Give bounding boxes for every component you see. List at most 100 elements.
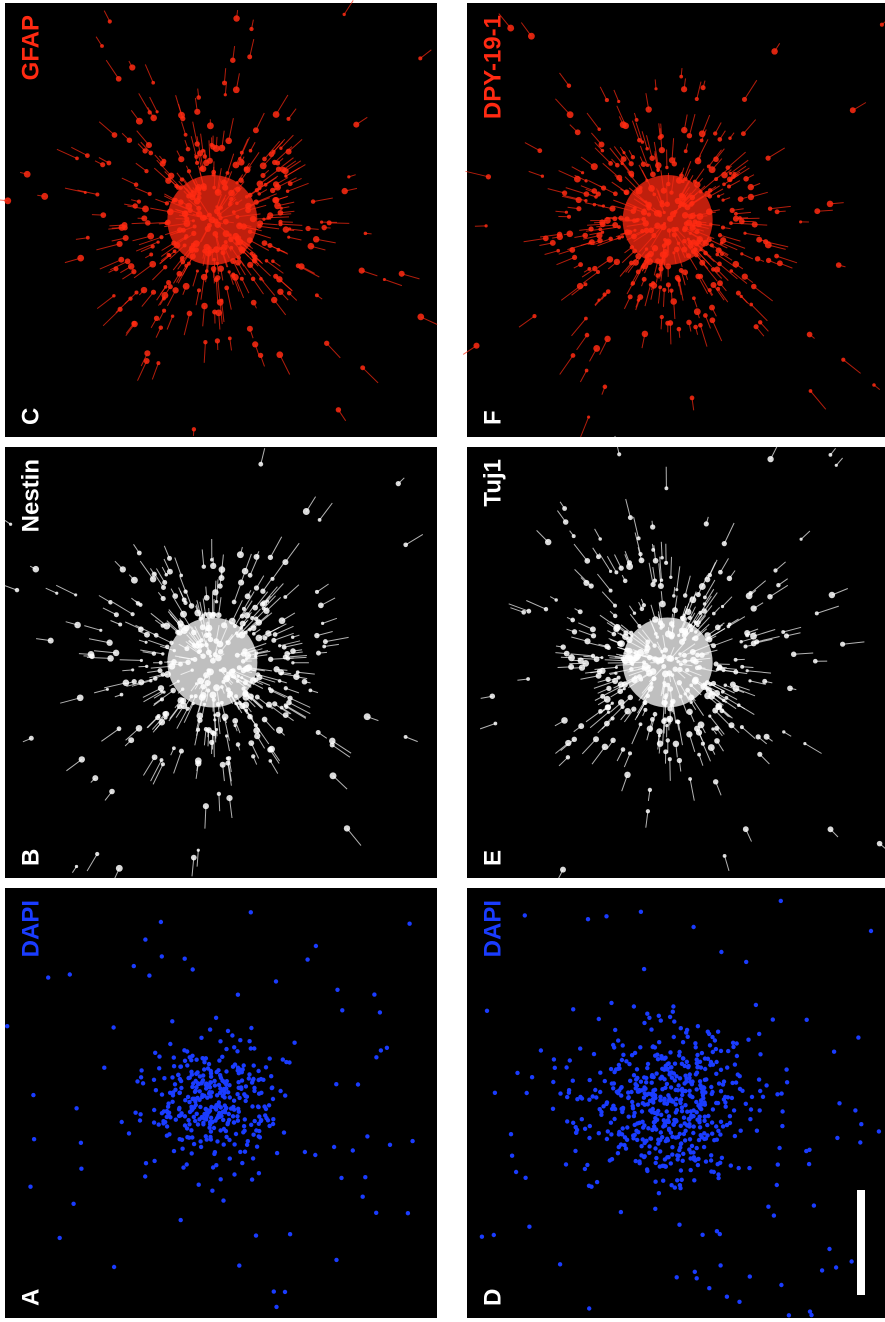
cell-body <box>241 659 246 664</box>
cell-body <box>675 198 681 204</box>
nucleus <box>192 1097 196 1101</box>
cell-body <box>723 854 727 858</box>
nucleus <box>183 1123 187 1127</box>
nucleus <box>159 920 163 924</box>
cell-body <box>713 131 717 135</box>
cell-body <box>305 226 310 231</box>
cell-body <box>473 343 479 349</box>
nucleus <box>755 1129 759 1133</box>
cell-body <box>721 225 725 229</box>
nucleus <box>138 1118 142 1122</box>
nucleus <box>198 1139 202 1143</box>
cell-body <box>667 706 672 711</box>
cell-body <box>226 171 230 175</box>
cell-body <box>183 243 187 247</box>
cell-body <box>614 570 618 574</box>
nucleus <box>583 1127 587 1131</box>
cell-body <box>205 680 211 686</box>
cell-body <box>590 626 596 632</box>
cell-body <box>184 237 187 240</box>
nucleus <box>79 1141 83 1145</box>
nucleus <box>313 1153 317 1157</box>
nucleus <box>28 1185 32 1189</box>
cell-body <box>729 172 732 175</box>
cell-body <box>604 644 610 650</box>
nucleus <box>710 1120 714 1124</box>
nucleus <box>663 1056 667 1060</box>
nucleus <box>207 1062 211 1066</box>
nucleus <box>167 1111 171 1115</box>
cell-body <box>144 169 148 173</box>
nucleus <box>231 1114 235 1118</box>
cell-body <box>167 556 172 561</box>
cell-body <box>748 194 754 200</box>
cell-body <box>251 277 256 282</box>
cell-body <box>584 179 587 182</box>
cell-body <box>254 554 260 560</box>
cell-body <box>254 655 257 658</box>
cell-body <box>100 212 106 218</box>
nucleus <box>820 1268 824 1272</box>
cell-body <box>686 731 692 737</box>
cell-body <box>872 383 876 387</box>
nucleus <box>613 1028 617 1032</box>
nucleus <box>685 1110 689 1114</box>
cell-body <box>717 137 722 142</box>
cell-body <box>92 775 98 781</box>
nucleus <box>631 1104 635 1108</box>
nucleus <box>292 1041 296 1045</box>
cell-body <box>587 267 591 271</box>
nucleus <box>245 1095 249 1099</box>
cell-body <box>113 650 120 657</box>
cell-body <box>192 644 196 648</box>
nucleus <box>676 1083 680 1087</box>
nucleus <box>209 1116 213 1120</box>
nucleus <box>669 1085 673 1089</box>
cell-body <box>230 258 236 264</box>
cell-body <box>262 636 267 641</box>
nucleus <box>410 1139 414 1143</box>
cell-body <box>213 638 219 644</box>
nucleus <box>385 1046 389 1050</box>
cell-body <box>624 772 630 778</box>
cell-body <box>743 176 749 182</box>
cell-body <box>598 537 602 541</box>
panel-letter: C <box>17 408 44 425</box>
cell-body <box>256 672 261 677</box>
cell-body <box>836 262 842 268</box>
nucleus <box>271 1117 275 1121</box>
nucleus <box>186 1118 190 1122</box>
cell-body <box>291 635 294 638</box>
nucleus <box>680 1105 684 1109</box>
cell-body <box>237 665 242 670</box>
cell-body <box>318 603 324 609</box>
nucleus <box>601 1104 605 1108</box>
nucleus <box>730 1081 734 1085</box>
nucleus <box>679 1124 683 1128</box>
nucleus <box>683 1074 687 1078</box>
nucleus <box>640 1120 644 1124</box>
cell-body <box>243 666 249 672</box>
cell-body <box>582 233 588 239</box>
nucleus <box>255 1145 259 1149</box>
nucleus <box>388 1143 392 1147</box>
nucleus <box>643 1141 647 1145</box>
nucleus <box>632 1114 636 1118</box>
nucleus <box>719 1068 723 1072</box>
cell-body <box>660 315 664 319</box>
nucleus <box>259 1118 263 1122</box>
nucleus <box>675 1153 679 1157</box>
nucleus <box>172 1064 176 1068</box>
cell-body <box>145 665 148 668</box>
cell-body <box>163 623 170 630</box>
nucleus <box>654 1161 658 1165</box>
process <box>670 323 671 344</box>
nucleus <box>780 1124 784 1128</box>
cell-body <box>743 232 746 235</box>
nucleus <box>619 1210 623 1214</box>
cell-body <box>258 353 263 358</box>
panel: BNestin <box>0 447 437 879</box>
nucleus <box>761 1095 765 1099</box>
cell-body <box>653 558 659 564</box>
nucleus <box>653 1045 657 1049</box>
